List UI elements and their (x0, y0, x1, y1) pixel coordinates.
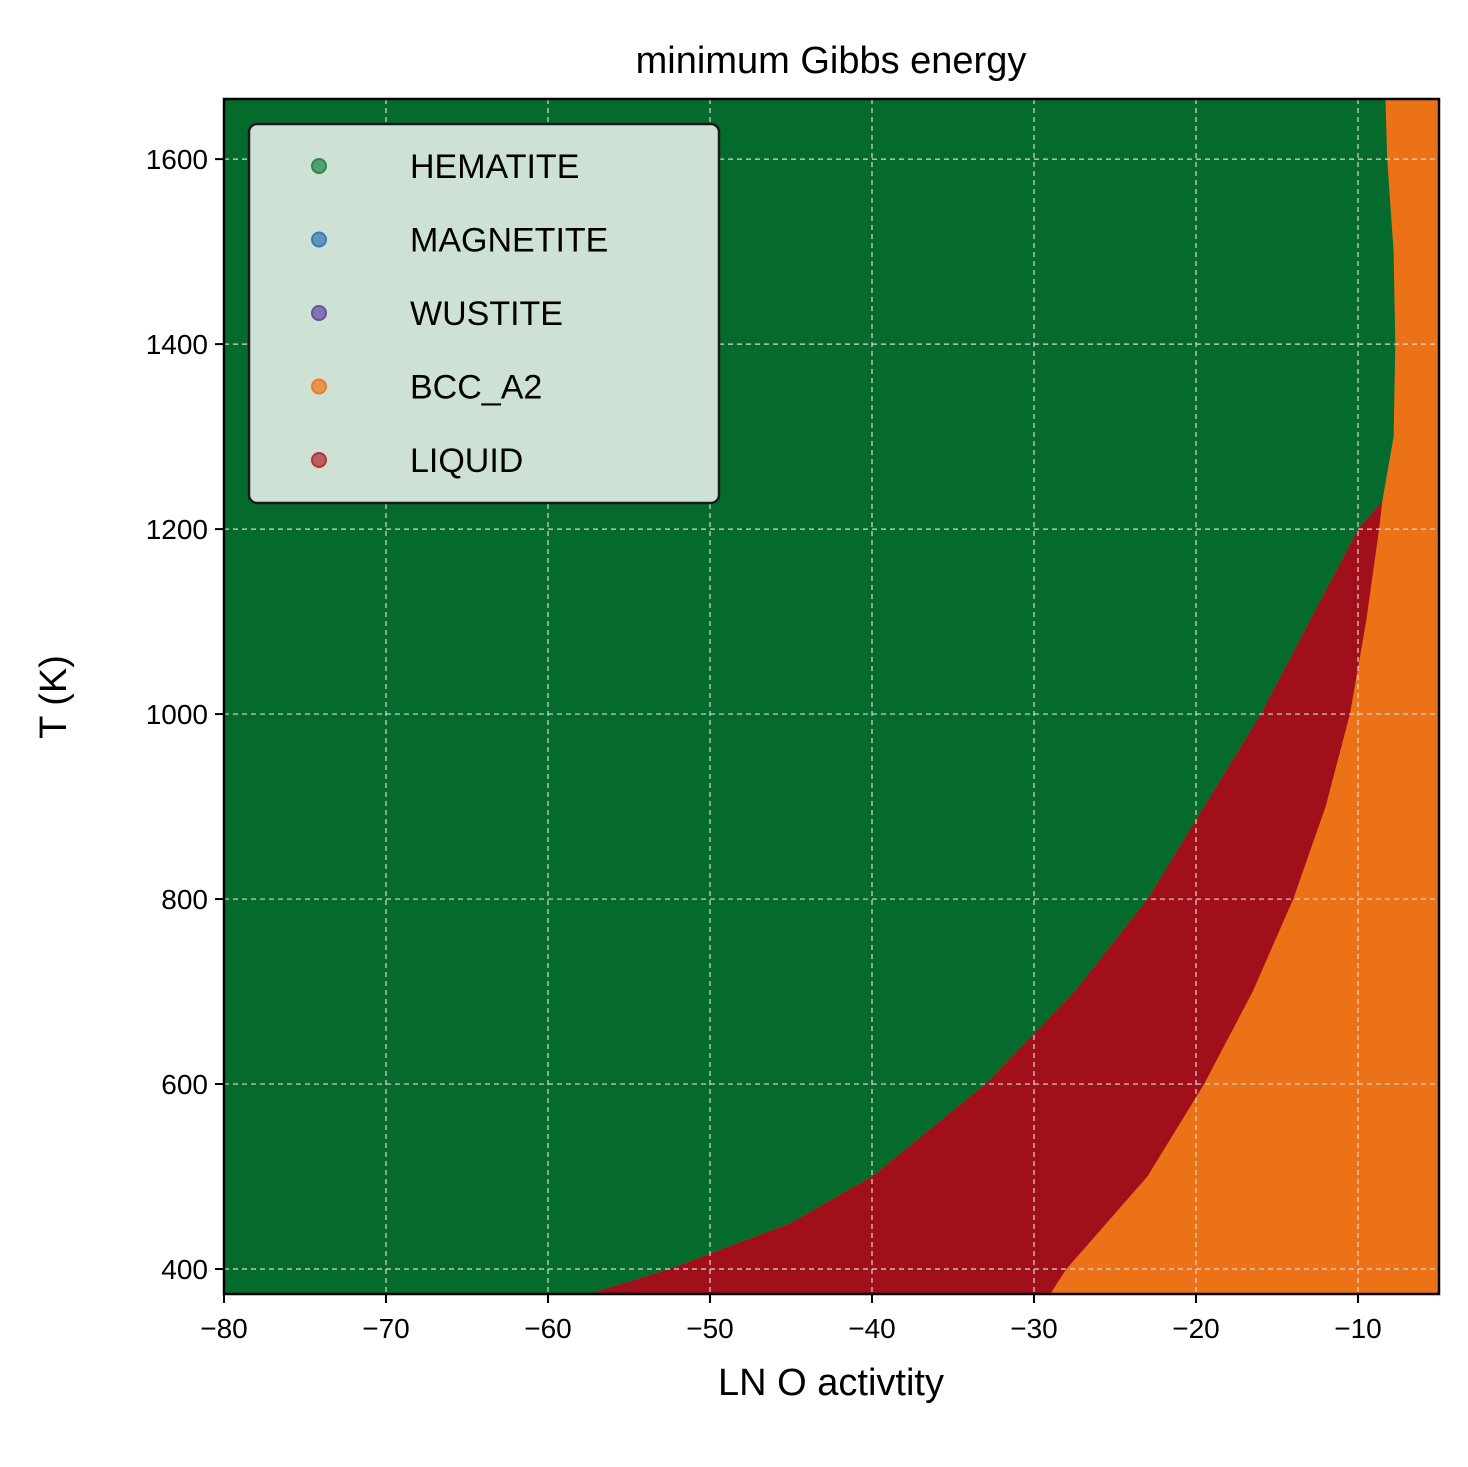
legend-marker-wustite (311, 305, 327, 321)
legend-marker-magnetite (311, 231, 327, 248)
plot-frame (222, 97, 1441, 1296)
x-tick-label: −50 (686, 1313, 734, 1344)
y-axis-title: T (K) (33, 655, 75, 739)
legend-label-liquid: LIQUID (410, 442, 523, 480)
y-tick-label: 1200 (146, 514, 208, 545)
y-axis: 400 600 800 1000 1200 1400 1600 (146, 144, 224, 1285)
legend-marker-bcc-a2 (311, 378, 327, 395)
x-tick-label: −20 (1172, 1313, 1220, 1344)
x-tick-label: −70 (362, 1313, 410, 1344)
y-tick-label: 800 (161, 884, 208, 915)
x-axis: −80 −70 −60 −50 −40 −30 −20 −10 (200, 1294, 1382, 1344)
legend-label-hematite: HEMATITE (410, 148, 579, 186)
legend-box (247, 122, 721, 505)
y-tick-label: 1600 (146, 144, 208, 175)
y-tick-label: 1400 (146, 329, 208, 360)
legend-marker-hematite (311, 158, 327, 174)
chart-title: minimum Gibbs energy (636, 40, 1027, 82)
x-tick-label: −60 (524, 1313, 572, 1344)
legend: HEMATITE MAGNETITE WUSTITE BCC_A2 LIQUID (247, 122, 721, 505)
x-tick-label: −80 (200, 1313, 248, 1344)
y-tick-label: 600 (161, 1069, 208, 1100)
legend-label-magnetite: MAGNETITE (410, 222, 608, 260)
x-axis-title: LN O activtity (718, 1362, 944, 1404)
liquid-region (588, 501, 1383, 1294)
x-tick-label: −30 (1010, 1313, 1058, 1344)
x-tick-label: −10 (1334, 1313, 1382, 1344)
legend-marker-liquid (311, 452, 327, 468)
y-tick-label: 1000 (146, 699, 208, 730)
legend-label-bcc-a2: BCC_A2 (410, 369, 542, 407)
y-tick-label: 400 (161, 1254, 208, 1285)
legend-label-wustite: WUSTITE (410, 295, 563, 333)
x-tick-label: −40 (848, 1313, 896, 1344)
